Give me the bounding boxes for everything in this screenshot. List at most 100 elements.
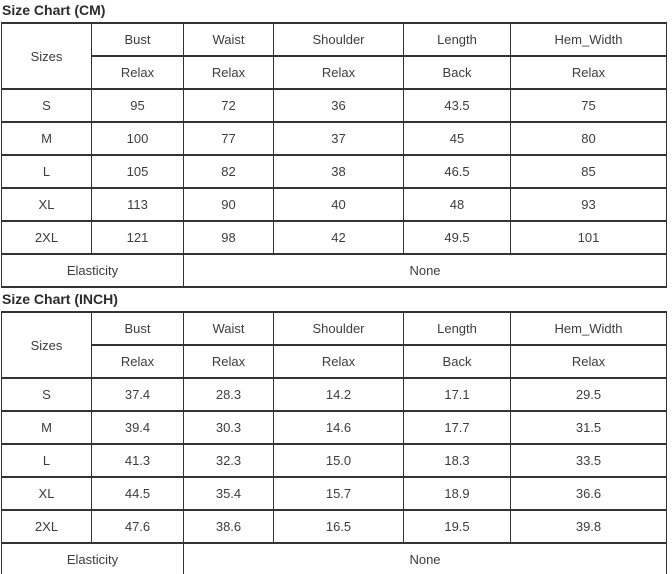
header-row-sub: Relax Relax Relax Back Relax bbox=[2, 55, 667, 90]
value-cell: 14.2 bbox=[273, 377, 404, 412]
header-cell-shoulder: Shoulder bbox=[273, 311, 404, 346]
subheader-cell-hem-relax: Relax bbox=[510, 344, 667, 379]
value-cell: 31.5 bbox=[510, 410, 667, 445]
value-cell: 48 bbox=[403, 187, 511, 222]
header-row-main: Sizes Bust Waist Shoulder Length Hem_Wid… bbox=[1, 22, 667, 90]
subheader-cell-waist-relax: Relax bbox=[183, 344, 274, 379]
value-cell: 101 bbox=[510, 220, 667, 255]
value-cell: 42 bbox=[273, 220, 404, 255]
header-cell-waist: Waist bbox=[183, 22, 274, 57]
header-row-main: Sizes Bust Waist Shoulder Length Hem_Wid… bbox=[1, 311, 667, 379]
size-label: S bbox=[1, 88, 92, 123]
elasticity-value: None bbox=[183, 253, 667, 288]
value-cell: 93 bbox=[510, 187, 667, 222]
value-cell: 105 bbox=[91, 154, 184, 189]
value-cell: 100 bbox=[91, 121, 184, 156]
value-cell: 38.6 bbox=[183, 509, 274, 544]
table-row-m: M 39.4 30.3 14.6 17.7 31.5 bbox=[1, 410, 667, 445]
header-row-sub: Relax Relax Relax Back Relax bbox=[2, 344, 667, 379]
value-cell: 17.1 bbox=[403, 377, 511, 412]
size-label: XL bbox=[1, 187, 92, 222]
table-row-2xl: 2XL 121 98 42 49.5 101 bbox=[1, 220, 667, 255]
header-cell-sizes: Sizes bbox=[1, 22, 92, 90]
value-cell: 80 bbox=[510, 121, 667, 156]
value-cell: 75 bbox=[510, 88, 667, 123]
header-cell-length: Length bbox=[403, 22, 511, 57]
size-chart-cm-table: Sizes Bust Waist Shoulder Length Hem_Wid… bbox=[1, 22, 667, 288]
table-row-s: S 37.4 28.3 14.2 17.1 29.5 bbox=[1, 377, 667, 412]
size-label: L bbox=[1, 154, 92, 189]
elasticity-value: None bbox=[183, 542, 667, 574]
value-cell: 29.5 bbox=[510, 377, 667, 412]
value-cell: 14.6 bbox=[273, 410, 404, 445]
value-cell: 37 bbox=[273, 121, 404, 156]
table-row-xl: XL 44.5 35.4 15.7 18.9 36.6 bbox=[1, 476, 667, 511]
value-cell: 32.3 bbox=[183, 443, 274, 478]
value-cell: 33.5 bbox=[510, 443, 667, 478]
table-row-2xl: 2XL 47.6 38.6 16.5 19.5 39.8 bbox=[1, 509, 667, 544]
elasticity-label: Elasticity bbox=[1, 542, 184, 574]
value-cell: 82 bbox=[183, 154, 274, 189]
value-cell: 39.4 bbox=[91, 410, 184, 445]
header-cell-length: Length bbox=[403, 311, 511, 346]
subheader-cell-length-back: Back bbox=[403, 344, 511, 379]
value-cell: 113 bbox=[91, 187, 184, 222]
size-label: M bbox=[1, 410, 92, 445]
value-cell: 98 bbox=[183, 220, 274, 255]
value-cell: 46.5 bbox=[403, 154, 511, 189]
value-cell: 121 bbox=[91, 220, 184, 255]
value-cell: 44.5 bbox=[91, 476, 184, 511]
size-chart-inch-title: Size Chart (INCH) bbox=[2, 291, 118, 307]
value-cell: 35.4 bbox=[183, 476, 274, 511]
size-chart-inch-table: Sizes Bust Waist Shoulder Length Hem_Wid… bbox=[1, 311, 667, 574]
value-cell: 15.0 bbox=[273, 443, 404, 478]
value-cell: 43.5 bbox=[403, 88, 511, 123]
value-cell: 85 bbox=[510, 154, 667, 189]
subheader-cell-waist-relax: Relax bbox=[183, 55, 274, 90]
header-cell-waist: Waist bbox=[183, 311, 274, 346]
subheader-cell-bust-relax: Relax bbox=[91, 344, 184, 379]
subheader-cell-hem-relax: Relax bbox=[510, 55, 667, 90]
value-cell: 15.7 bbox=[273, 476, 404, 511]
value-cell: 36.6 bbox=[510, 476, 667, 511]
table-row-s: S 95 72 36 43.5 75 bbox=[1, 88, 667, 123]
size-label: 2XL bbox=[1, 509, 92, 544]
header-cell-bust: Bust bbox=[91, 22, 184, 57]
header-cell-hem-width: Hem_Width bbox=[510, 311, 667, 346]
value-cell: 18.9 bbox=[403, 476, 511, 511]
value-cell: 18.3 bbox=[403, 443, 511, 478]
header-cell-shoulder: Shoulder bbox=[273, 22, 404, 57]
value-cell: 49.5 bbox=[403, 220, 511, 255]
value-cell: 95 bbox=[91, 88, 184, 123]
value-cell: 90 bbox=[183, 187, 274, 222]
subheader-cell-shoulder-relax: Relax bbox=[273, 55, 404, 90]
table-row-l: L 41.3 32.3 15.0 18.3 33.5 bbox=[1, 443, 667, 478]
subheader-cell-length-back: Back bbox=[403, 55, 511, 90]
value-cell: 47.6 bbox=[91, 509, 184, 544]
value-cell: 40 bbox=[273, 187, 404, 222]
value-cell: 36 bbox=[273, 88, 404, 123]
value-cell: 19.5 bbox=[403, 509, 511, 544]
value-cell: 37.4 bbox=[91, 377, 184, 412]
subheader-cell-shoulder-relax: Relax bbox=[273, 344, 404, 379]
value-cell: 38 bbox=[273, 154, 404, 189]
header-cell-bust: Bust bbox=[91, 311, 184, 346]
header-cell-sizes: Sizes bbox=[1, 311, 92, 379]
value-cell: 28.3 bbox=[183, 377, 274, 412]
size-label: L bbox=[1, 443, 92, 478]
value-cell: 17.7 bbox=[403, 410, 511, 445]
size-label: S bbox=[1, 377, 92, 412]
size-label: XL bbox=[1, 476, 92, 511]
size-chart-cm-title: Size Chart (CM) bbox=[2, 2, 106, 18]
value-cell: 41.3 bbox=[91, 443, 184, 478]
header-cell-hem-width: Hem_Width bbox=[510, 22, 667, 57]
elasticity-row: Elasticity None bbox=[1, 253, 667, 288]
value-cell: 77 bbox=[183, 121, 274, 156]
elasticity-row: Elasticity None bbox=[1, 542, 667, 574]
table-row-xl: XL 113 90 40 48 93 bbox=[1, 187, 667, 222]
value-cell: 45 bbox=[403, 121, 511, 156]
subheader-cell-bust-relax: Relax bbox=[91, 55, 184, 90]
size-label: 2XL bbox=[1, 220, 92, 255]
value-cell: 16.5 bbox=[273, 509, 404, 544]
